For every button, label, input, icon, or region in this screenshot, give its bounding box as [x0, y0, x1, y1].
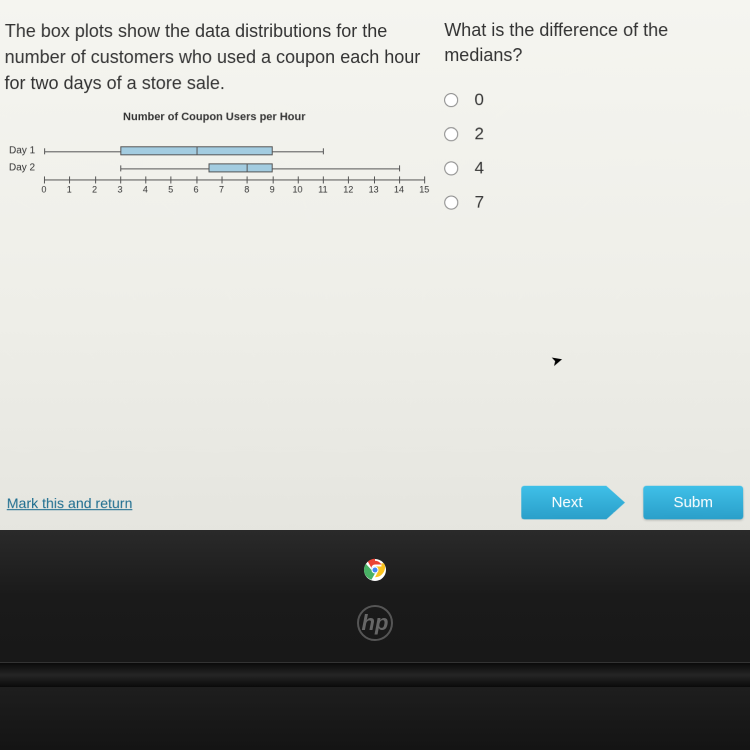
- mark-return-link[interactable]: Mark this and return: [7, 494, 133, 510]
- tick-label: 12: [343, 185, 353, 195]
- tick-label: 8: [244, 185, 249, 195]
- tick-label: 10: [292, 185, 302, 195]
- boxplot-canvas: [44, 161, 424, 176]
- x-axis: 0123456789101112131415: [4, 180, 425, 198]
- tick-label: 11: [318, 185, 327, 195]
- footer-bar: Mark this and return Next Subm: [0, 486, 750, 520]
- tick-label: 6: [194, 185, 199, 195]
- tick-label: 7: [219, 185, 224, 195]
- chrome-icon: [363, 558, 387, 582]
- option-label: 2: [474, 125, 484, 145]
- boxplot-canvas: [44, 144, 424, 159]
- answer-options: 0 2 4 7: [444, 90, 746, 213]
- option-label: 4: [474, 159, 484, 179]
- radio-icon[interactable]: [444, 128, 458, 142]
- answer-option-7[interactable]: 7: [444, 193, 746, 213]
- series-label: Day 2: [4, 163, 44, 174]
- option-label: 7: [475, 193, 485, 213]
- series-label: Day 1: [4, 146, 44, 157]
- quiz-screen: The box plots show the data distribution…: [0, 0, 750, 535]
- next-button[interactable]: Next: [521, 486, 625, 520]
- nav-buttons: Next Subm: [521, 486, 743, 520]
- laptop-hinge: [0, 662, 750, 687]
- chart-title: Number of Coupon Users per Hour: [4, 111, 424, 123]
- answer-option-4[interactable]: 4: [444, 159, 746, 179]
- radio-icon[interactable]: [444, 162, 458, 176]
- tick-label: 13: [369, 185, 379, 195]
- content-area: The box plots show the data distribution…: [0, 0, 750, 227]
- hp-logo: hp: [357, 605, 393, 641]
- radio-icon[interactable]: [444, 196, 458, 210]
- answer-option-2[interactable]: 2: [444, 125, 746, 145]
- tick-label: 4: [143, 185, 148, 195]
- tick-label: 15: [419, 185, 429, 195]
- submit-button[interactable]: Subm: [643, 486, 743, 520]
- boxplot-row-day2: Day 2: [4, 161, 424, 176]
- question-text: What is the difference of the medians?: [444, 18, 745, 68]
- tick-label: 0: [41, 185, 46, 195]
- boxplot-chart: Number of Coupon Users per Hour Day 1 Day…: [4, 111, 425, 197]
- tick-label: 14: [394, 185, 404, 195]
- radio-icon[interactable]: [444, 93, 458, 107]
- tick-label: 1: [67, 185, 72, 195]
- option-label: 0: [474, 90, 484, 110]
- answer-option-0[interactable]: 0: [444, 90, 745, 110]
- tick-label: 3: [117, 185, 122, 195]
- tick-label: 5: [168, 185, 173, 195]
- laptop-base: [0, 687, 750, 750]
- tick-label: 2: [92, 185, 97, 195]
- mouse-cursor: ➤: [549, 351, 565, 371]
- tick-label: 9: [270, 185, 275, 195]
- question-column: What is the difference of the medians? 0…: [434, 18, 746, 227]
- boxplot-row-day1: Day 1: [4, 144, 424, 159]
- prompt-text: The box plots show the data distribution…: [4, 18, 424, 96]
- prompt-column: The box plots show the data distribution…: [4, 18, 435, 227]
